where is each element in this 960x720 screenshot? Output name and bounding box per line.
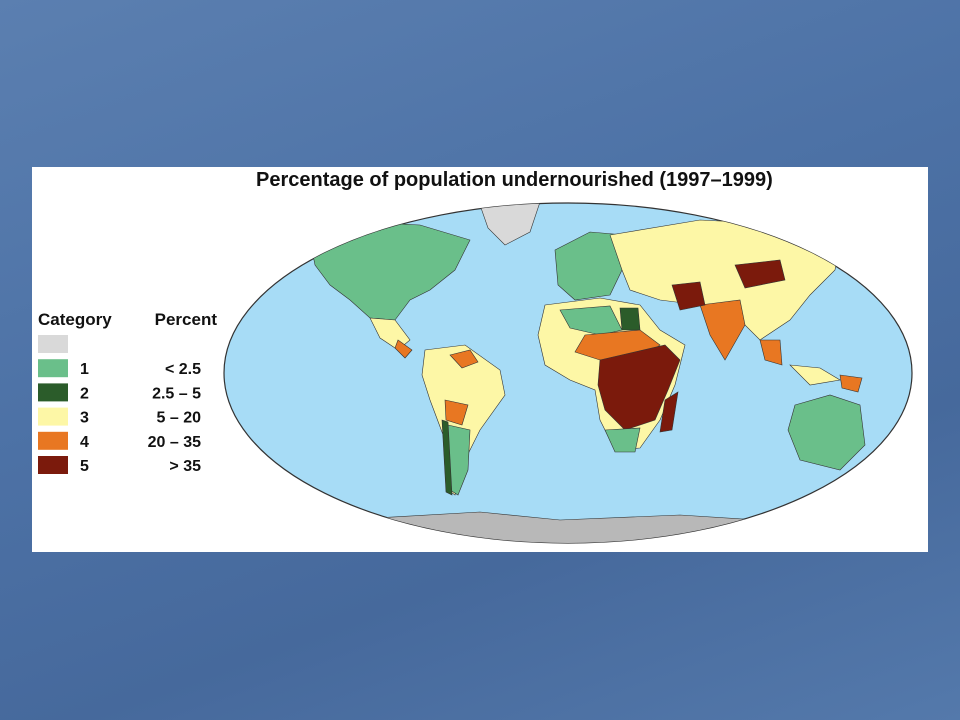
legend: Category Percent 1 < 2.5 2 2.5 – 5 3 5 – 20 4 2… bbox=[38, 310, 217, 475]
legend-header: Percent bbox=[155, 310, 218, 329]
southeast-asia bbox=[759, 339, 783, 366]
mongolia bbox=[734, 259, 786, 289]
bolivia bbox=[444, 399, 469, 426]
landmasses bbox=[309, 203, 866, 543]
north-america bbox=[309, 221, 471, 321]
legend-percent: > 35 bbox=[169, 458, 201, 475]
legend-percent: 5 – 20 bbox=[157, 410, 202, 427]
afghanistan bbox=[671, 281, 706, 311]
legend-category: 4 bbox=[80, 434, 89, 451]
indonesia bbox=[789, 364, 841, 386]
europe bbox=[554, 231, 626, 301]
antarctica bbox=[329, 511, 801, 543]
chile bbox=[441, 419, 453, 496]
greenland bbox=[479, 203, 541, 246]
australia bbox=[787, 394, 866, 471]
legend-category: 1 bbox=[80, 361, 89, 378]
madagascar bbox=[659, 391, 679, 433]
central-africa bbox=[597, 344, 681, 431]
map-panel: Percentage of population undernourished … bbox=[32, 167, 928, 552]
south-africa bbox=[604, 427, 641, 453]
egypt bbox=[619, 307, 641, 331]
legend-header: Category bbox=[38, 310, 112, 329]
legend-category: 5 bbox=[80, 458, 89, 475]
papua bbox=[839, 374, 863, 393]
central-america bbox=[394, 339, 413, 359]
map-title: Percentage of population undernourished … bbox=[256, 169, 773, 191]
legend-percent: 2.5 – 5 bbox=[152, 385, 201, 402]
legend-percent: < 2.5 bbox=[165, 361, 201, 378]
india bbox=[699, 299, 746, 361]
legend-swatch bbox=[38, 456, 68, 474]
legend-percent: 20 – 35 bbox=[148, 434, 201, 451]
legend-swatch bbox=[38, 431, 68, 450]
legend-swatch bbox=[38, 383, 68, 402]
map-figure: Percentage of population undernourished … bbox=[38, 169, 913, 544]
legend-category: 2 bbox=[80, 385, 89, 402]
legend-swatch bbox=[38, 359, 68, 378]
venezuela bbox=[449, 349, 479, 369]
legend-swatch bbox=[38, 335, 68, 353]
legend-category: 3 bbox=[80, 410, 89, 427]
legend-swatch bbox=[38, 407, 68, 426]
